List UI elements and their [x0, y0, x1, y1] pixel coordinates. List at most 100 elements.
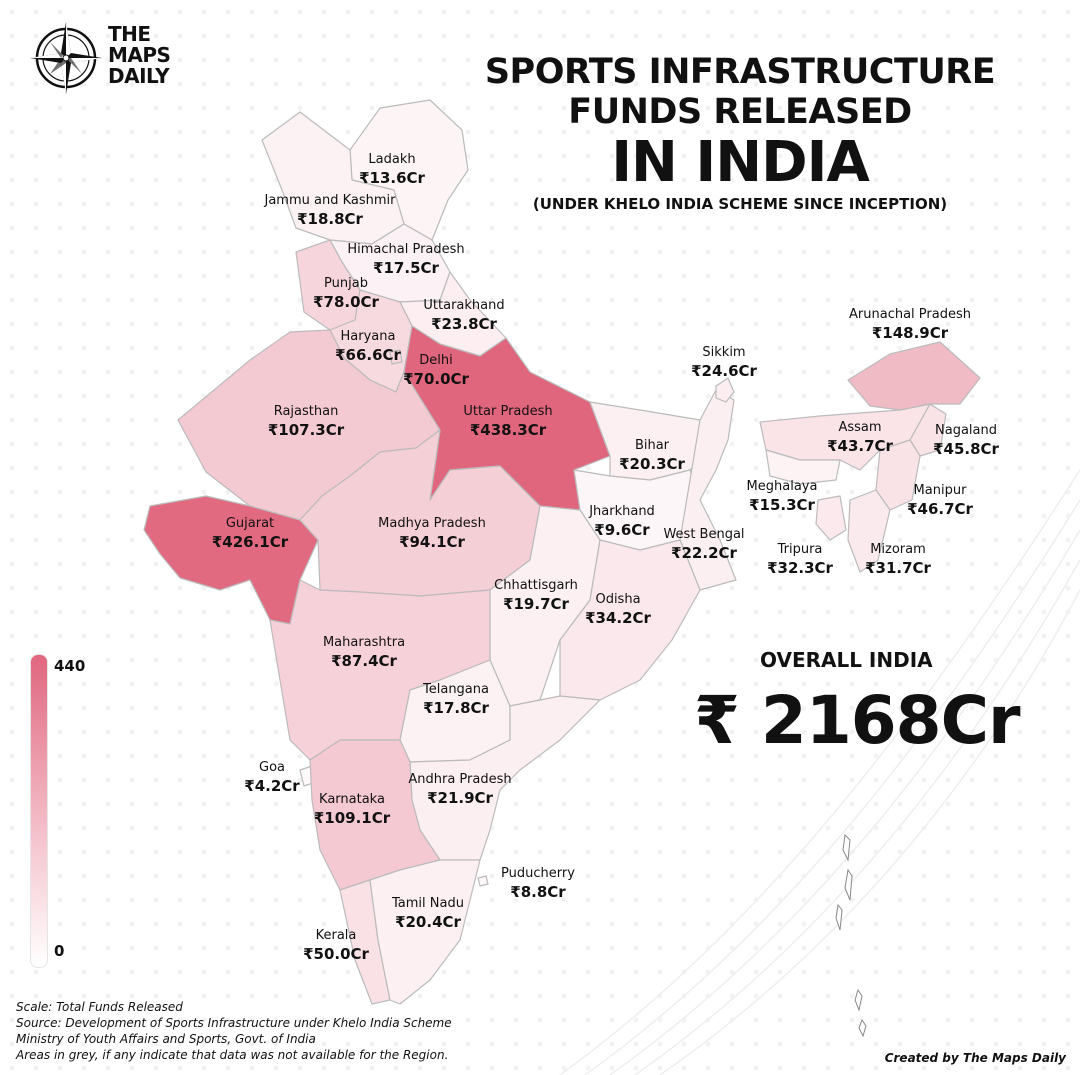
name-sikkim: Sikkim	[702, 345, 746, 360]
value-maharashtra: ₹87.4Cr	[331, 652, 397, 670]
label-goa: Goa ₹4.2Cr	[244, 758, 299, 796]
label-puducherry: Puducherry ₹8.8Cr	[501, 864, 575, 902]
value-kerala: ₹50.0Cr	[303, 945, 369, 963]
label-sikkim: Sikkim ₹24.6Cr	[691, 343, 757, 381]
footer-note: Areas in grey, if any indicate that data…	[16, 1048, 449, 1062]
name-odisha: Odisha	[595, 592, 641, 607]
value-uttarakhand: ₹23.8Cr	[431, 315, 497, 333]
label-madhya-pradesh: Madhya Pradesh ₹94.1Cr	[378, 514, 486, 552]
value-manipur: ₹46.7Cr	[907, 500, 973, 518]
label-tamil-nadu: Tamil Nadu ₹20.4Cr	[392, 894, 464, 932]
value-jharkhand: ₹9.6Cr	[594, 521, 650, 539]
label-telangana: Telangana ₹17.8Cr	[423, 680, 489, 718]
name-gujarat: Gujarat	[225, 516, 275, 531]
label-mizoram: Mizoram ₹31.7Cr	[865, 540, 931, 578]
label-assam: Assam ₹43.7Cr	[827, 418, 893, 456]
value-bihar: ₹20.3Cr	[619, 455, 685, 473]
name-andhra-pradesh: Andhra Pradesh	[408, 772, 512, 787]
region-puducherry	[477, 875, 489, 887]
value-jammu-and-kashmir: ₹18.8Cr	[297, 210, 363, 228]
name-uttar-pradesh: Uttar Pradesh	[463, 404, 553, 419]
name-karnataka: Karnataka	[319, 792, 385, 807]
label-haryana: Haryana ₹66.6Cr	[335, 327, 401, 365]
region-tamil-nadu	[369, 859, 481, 1005]
value-madhya-pradesh: ₹94.1Cr	[399, 533, 465, 551]
page-subtitle: (UNDER KHELO INDIA SCHEME SINCE INCEPTIO…	[532, 195, 948, 213]
name-manipur: Manipur	[913, 483, 967, 498]
label-karnataka: Karnataka ₹109.1Cr	[314, 790, 390, 828]
value-mizoram: ₹31.7Cr	[865, 559, 931, 577]
region-meghalaya	[765, 449, 841, 485]
label-meghalaya: Meghalaya ₹15.3Cr	[747, 477, 818, 515]
value-tamil-nadu: ₹20.4Cr	[395, 913, 461, 931]
value-west-bengal: ₹22.2Cr	[671, 544, 737, 562]
label-uttarakhand: Uttarakhand ₹23.8Cr	[423, 296, 504, 334]
value-assam: ₹43.7Cr	[827, 437, 893, 455]
legend-max-label: 440	[54, 657, 86, 675]
name-bihar: Bihar	[634, 438, 670, 453]
value-puducherry: ₹8.8Cr	[510, 883, 566, 901]
label-ladakh: Ladakh ₹13.6Cr	[359, 150, 425, 188]
value-odisha: ₹34.2Cr	[585, 609, 651, 627]
label-tripura: Tripura ₹32.3Cr	[767, 540, 833, 578]
value-nagaland: ₹45.8Cr	[933, 440, 999, 458]
value-andhra-pradesh: ₹21.9Cr	[427, 789, 493, 807]
value-chhattisgarh: ₹19.7Cr	[503, 595, 569, 613]
label-himachal-pradesh: Himachal Pradesh ₹17.5Cr	[347, 240, 464, 278]
name-delhi: Delhi	[419, 353, 453, 368]
credit-text: Created by The Maps Daily	[884, 1051, 1066, 1065]
title-line2: FUNDS RELEASED	[568, 92, 912, 132]
value-tripura: ₹32.3Cr	[767, 559, 833, 577]
name-haryana: Haryana	[340, 329, 396, 344]
name-puducherry: Puducherry	[501, 866, 575, 881]
name-madhya-pradesh: Madhya Pradesh	[378, 516, 486, 531]
name-punjab: Punjab	[324, 276, 368, 291]
label-west-bengal: West Bengal ₹22.2Cr	[663, 525, 744, 563]
label-delhi: Delhi ₹70.0Cr	[403, 351, 469, 389]
name-west-bengal: West Bengal	[663, 527, 745, 542]
value-punjab: ₹78.0Cr	[313, 293, 379, 311]
region-mizoram	[847, 489, 891, 573]
label-andhra-pradesh: Andhra Pradesh ₹21.9Cr	[408, 770, 511, 808]
label-odisha: Odisha ₹34.2Cr	[585, 590, 651, 628]
region-sikkim	[715, 377, 735, 403]
name-telangana: Telangana	[423, 682, 489, 697]
legend-min-label: 0	[54, 942, 65, 960]
name-tripura: Tripura	[777, 542, 823, 557]
overall-label: OVERALL INDIA	[760, 648, 933, 672]
region-tripura	[815, 495, 847, 541]
value-delhi: ₹70.0Cr	[403, 370, 469, 388]
title-line1: SPORTS INFRASTRUCTURE	[484, 52, 996, 92]
name-rajasthan: Rajasthan	[273, 404, 339, 419]
label-jammu-and-kashmir: Jammu and Kashmir ₹18.8Cr	[265, 191, 396, 229]
name-jammu-and-kashmir: Jammu and Kashmir	[264, 193, 396, 208]
label-uttar-pradesh: Uttar Pradesh ₹438.3Cr	[463, 402, 552, 440]
label-chhattisgarh: Chhattisgarh ₹19.7Cr	[494, 576, 578, 614]
name-meghalaya: Meghalaya	[746, 479, 818, 494]
andaman-islands	[835, 833, 867, 1038]
footer-notes: Scale: Total Funds Released Source: Deve…	[16, 999, 452, 1063]
value-telangana: ₹17.8Cr	[423, 699, 489, 717]
name-ladakh: Ladakh	[368, 152, 416, 167]
value-arunachal-pradesh: ₹148.9Cr	[871, 324, 949, 342]
brand-line1: THE	[108, 22, 151, 46]
title-line3: IN INDIA	[611, 130, 870, 195]
value-goa: ₹4.2Cr	[244, 777, 300, 795]
value-meghalaya: ₹15.3Cr	[749, 496, 815, 514]
label-rajasthan: Rajasthan ₹107.3Cr	[268, 402, 344, 440]
name-tamil-nadu: Tamil Nadu	[392, 896, 464, 911]
label-arunachal-pradesh: Arunachal Pradesh ₹148.9Cr	[849, 305, 971, 343]
name-maharashtra: Maharashtra	[322, 635, 406, 650]
name-assam: Assam	[838, 420, 882, 435]
value-gujarat: ₹426.1Cr	[211, 533, 289, 551]
value-rajasthan: ₹107.3Cr	[267, 421, 345, 439]
value-uttar-pradesh: ₹438.3Cr	[469, 421, 547, 439]
label-bihar: Bihar ₹20.3Cr	[619, 436, 685, 474]
overall-value: ₹ 2168Cr	[694, 682, 1021, 759]
page-title: SPORTS INFRASTRUCTURE FUNDS RELEASED IN …	[480, 52, 1000, 214]
name-jharkhand: Jharkhand	[589, 504, 655, 519]
name-uttarakhand: Uttarakhand	[423, 298, 505, 313]
legend-color-scale	[30, 654, 48, 968]
label-nagaland: Nagaland ₹45.8Cr	[933, 421, 999, 459]
compass-logo-icon	[30, 22, 102, 94]
